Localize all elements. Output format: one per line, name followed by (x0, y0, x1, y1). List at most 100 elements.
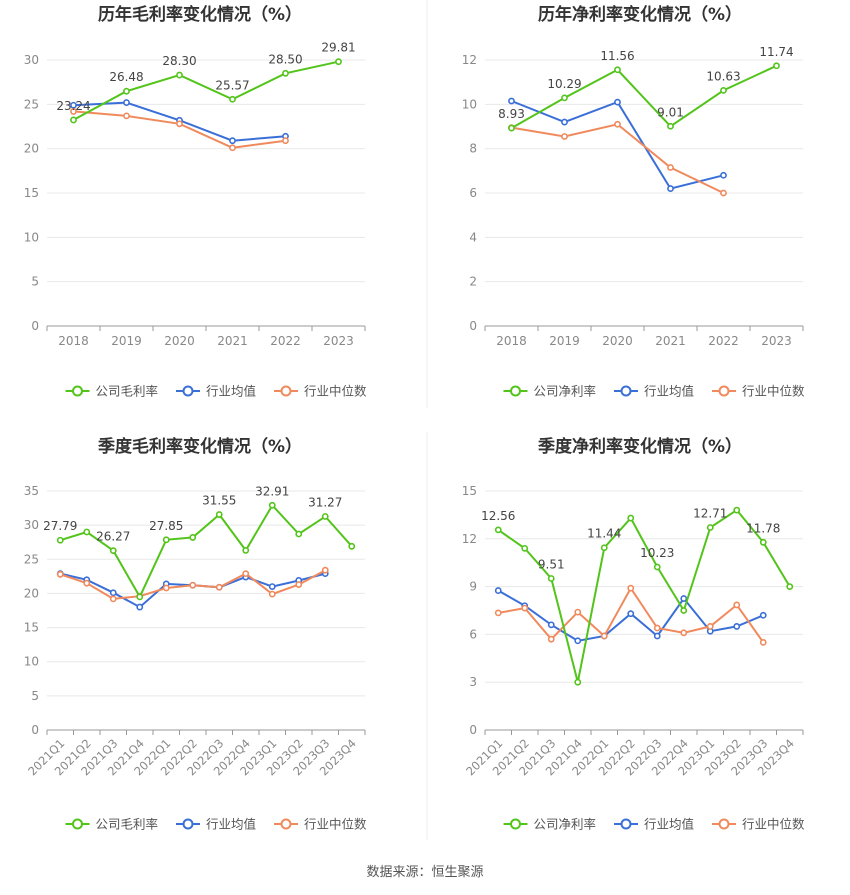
data-point-company (733, 506, 741, 514)
data-point-industry_avg (680, 595, 688, 602)
data-point-industry_median (56, 570, 64, 578)
data-label: 10.23 (640, 546, 674, 560)
y-tick-label: 5 (31, 275, 39, 289)
x-tick-label: 2019 (111, 334, 142, 348)
y-tick-label: 10 (24, 230, 39, 244)
legend-label: 公司毛利率 (96, 384, 159, 399)
y-tick-label: 10 (462, 97, 477, 111)
data-point-company (83, 528, 91, 536)
legend-item[interactable]: 公司毛利率 (65, 817, 159, 832)
legend-label: 行业中位数 (742, 384, 805, 399)
data-point-industry_median (162, 584, 170, 592)
data-point-industry_median (720, 189, 727, 197)
y-tick-label: 15 (462, 484, 477, 498)
legend-marker (718, 385, 730, 397)
source-text: 数据来源：恒生聚源 (366, 865, 483, 880)
data-point-industry_median (282, 137, 289, 145)
data-point-company (561, 94, 568, 102)
legend-marker (510, 818, 521, 830)
data-label: 9.51 (538, 557, 565, 571)
x-tick-label: 2022 (708, 334, 739, 348)
legend-label: 行业均值 (206, 817, 256, 832)
data-point-industry_median (109, 595, 117, 603)
x-tick-label: 2019 (549, 334, 580, 348)
legend-marker (718, 818, 730, 830)
legend-item[interactable]: 行业均值 (176, 817, 256, 832)
data-label: 28.50 (268, 52, 302, 66)
y-tick-label: 35 (24, 484, 39, 498)
data-point-industry_avg (136, 603, 144, 611)
legend-item[interactable]: 行业均值 (614, 384, 694, 399)
data-point-industry_median (321, 566, 329, 574)
legend-item[interactable]: 行业均值 (614, 817, 694, 832)
data-point-industry_median (627, 584, 635, 592)
y-tick-label: 0 (469, 723, 477, 737)
legend-item[interactable]: 行业中位数 (274, 817, 367, 832)
data-point-company (70, 116, 77, 124)
x-tick-label: 2020 (164, 334, 195, 348)
legend-item[interactable]: 行业均值 (176, 384, 256, 399)
y-tick-label: 10 (24, 655, 39, 669)
data-label: 12.71 (693, 506, 727, 520)
data-point-industry_median (123, 112, 130, 120)
y-tick-label: 6 (469, 186, 477, 200)
legend-label: 行业中位数 (742, 817, 805, 832)
data-point-industry_median (521, 604, 529, 612)
data-point-company (215, 511, 223, 518)
y-tick-label: 12 (462, 532, 477, 546)
data-point-industry_avg (547, 621, 555, 629)
y-tick-label: 15 (24, 186, 39, 200)
data-point-company (653, 563, 661, 571)
y-tick-label: 0 (469, 319, 477, 333)
x-tick-label: 2023 (323, 334, 354, 348)
data-point-industry_avg (494, 587, 502, 594)
data-point-industry_avg (653, 632, 661, 640)
data-label: 27.79 (43, 519, 77, 533)
data-point-company (109, 547, 117, 555)
legend-marker (182, 818, 194, 830)
data-label: 9.01 (657, 105, 684, 119)
data-point-industry_avg (667, 185, 674, 192)
legend-item[interactable]: 行业中位数 (712, 817, 805, 832)
y-tick-label: 30 (24, 518, 39, 532)
y-tick-label: 25 (24, 552, 39, 566)
data-point-company (773, 62, 780, 70)
y-tick-label: 6 (469, 627, 477, 641)
data-point-industry_median (680, 629, 688, 637)
data-label: 31.55 (202, 494, 236, 508)
legend-marker (620, 385, 632, 397)
y-tick-label: 3 (469, 675, 477, 689)
data-point-industry_avg (229, 137, 236, 145)
data-point-industry_median (706, 623, 714, 630)
data-point-company (123, 87, 130, 95)
series-line-company (497, 508, 791, 683)
data-point-company (667, 122, 674, 130)
data-point-industry_avg (733, 623, 741, 630)
data-label: 11.74 (759, 45, 793, 59)
series-line-company (60, 503, 353, 599)
data-point-company (348, 542, 356, 550)
data-point-company (335, 58, 342, 66)
data-point-company (176, 71, 183, 79)
y-tick-label: 20 (24, 586, 39, 600)
legend-item[interactable]: 行业中位数 (274, 384, 367, 399)
legend-item[interactable]: 公司毛利率 (65, 384, 159, 399)
data-label: 10.29 (547, 77, 581, 91)
data-point-company (547, 575, 555, 582)
legend-item[interactable]: 公司净利率 (503, 817, 597, 832)
data-point-industry_avg (508, 97, 515, 105)
data-point-company (268, 501, 276, 509)
data-point-industry_avg (574, 637, 582, 645)
legend-item[interactable]: 公司净利率 (503, 384, 597, 399)
data-point-industry_avg (614, 98, 621, 106)
legend-marker (72, 385, 83, 397)
legend-label: 公司净利率 (534, 817, 597, 832)
data-point-industry_median (733, 601, 741, 609)
legend-item[interactable]: 行业中位数 (712, 384, 805, 399)
data-point-industry_median (242, 570, 250, 578)
legend-label: 行业中位数 (304, 817, 367, 832)
data-point-industry_median (600, 632, 608, 640)
y-tick-label: 25 (24, 97, 39, 111)
data-point-company (600, 544, 608, 552)
